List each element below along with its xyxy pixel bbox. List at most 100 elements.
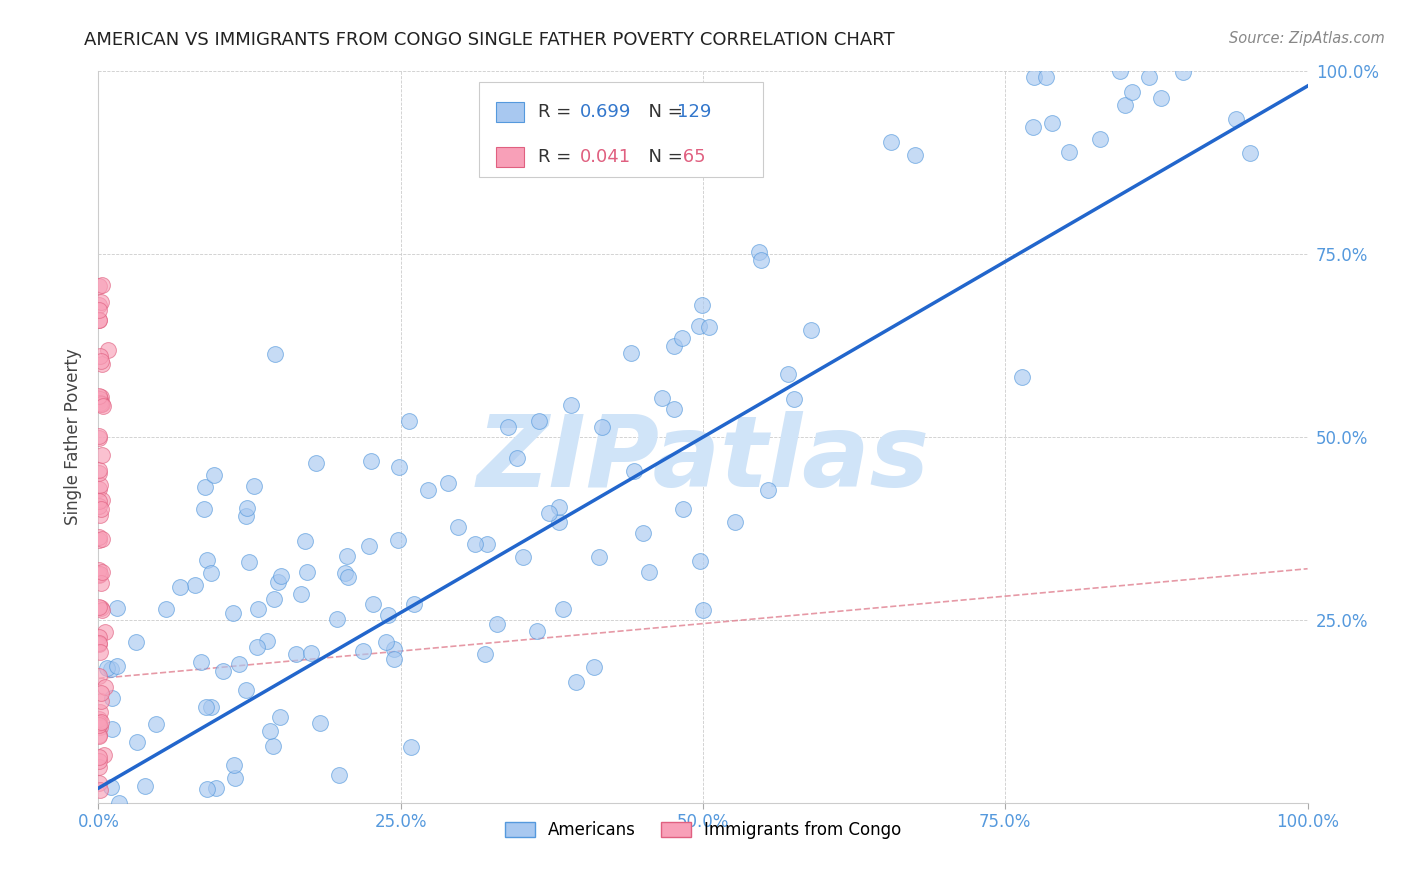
Point <box>333 566 356 580</box>
Point <box>89 478 111 492</box>
Y-axis label: Single Father Poverty: Single Father Poverty <box>65 349 83 525</box>
Point <box>89 500 111 514</box>
Point <box>89 783 111 797</box>
Point <box>269 710 291 724</box>
Point <box>89 636 111 650</box>
Point <box>87 429 110 443</box>
Point <box>89 645 111 659</box>
Point <box>87 712 110 726</box>
Point <box>243 479 266 493</box>
Point <box>1114 98 1136 112</box>
Point <box>87 393 110 408</box>
Point <box>235 508 257 523</box>
Point <box>87 431 110 445</box>
Point <box>416 483 439 498</box>
Point <box>87 563 110 577</box>
Point <box>382 651 405 665</box>
Point <box>560 398 582 412</box>
Point <box>688 318 710 333</box>
Point <box>672 501 695 516</box>
Point <box>336 549 359 563</box>
Point <box>87 729 110 743</box>
Point <box>97 343 120 357</box>
FancyBboxPatch shape <box>479 82 763 178</box>
Point <box>87 530 110 544</box>
Point <box>100 662 122 676</box>
Point <box>105 600 128 615</box>
FancyBboxPatch shape <box>496 102 524 122</box>
Point <box>200 566 222 580</box>
Point <box>90 397 112 411</box>
Point <box>91 493 114 508</box>
Point <box>294 534 316 549</box>
Point <box>87 313 110 327</box>
Point <box>100 722 122 736</box>
Point <box>90 694 112 708</box>
Point <box>880 135 903 149</box>
Point <box>474 647 496 661</box>
Point <box>582 659 605 673</box>
Point <box>537 506 560 520</box>
Point <box>1088 131 1111 145</box>
Text: ZIPatlas: ZIPatlas <box>477 410 929 508</box>
Point <box>256 634 278 648</box>
Point <box>87 630 110 644</box>
Point <box>96 661 118 675</box>
Point <box>266 574 288 589</box>
Point <box>1149 91 1171 105</box>
Point <box>90 295 112 310</box>
Point <box>100 691 122 706</box>
Point <box>90 576 112 591</box>
Point <box>91 448 114 462</box>
Point <box>204 781 226 796</box>
Point <box>87 728 110 742</box>
Point <box>87 776 110 790</box>
Point <box>89 396 111 410</box>
Point <box>285 648 308 662</box>
Point <box>90 603 112 617</box>
Point <box>290 587 312 601</box>
FancyBboxPatch shape <box>496 147 524 167</box>
Point <box>108 796 131 810</box>
Point <box>295 565 318 579</box>
Point <box>90 502 112 516</box>
Point <box>651 391 673 405</box>
Point <box>202 468 225 483</box>
Point <box>361 597 384 611</box>
Point <box>1011 370 1033 384</box>
Point <box>1040 116 1063 130</box>
Point <box>664 401 686 416</box>
Point <box>194 479 217 493</box>
Point <box>262 739 284 754</box>
Point <box>89 313 111 327</box>
Point <box>87 760 110 774</box>
Point <box>446 520 468 534</box>
Point <box>134 780 156 794</box>
Point <box>246 601 269 615</box>
Point <box>211 664 233 678</box>
Point <box>184 578 207 592</box>
Point <box>399 740 422 755</box>
Point <box>387 533 409 547</box>
Point <box>477 537 499 551</box>
Point <box>100 780 122 794</box>
Point <box>496 420 519 434</box>
Point <box>638 565 661 579</box>
Point <box>1059 145 1081 159</box>
Point <box>93 624 115 639</box>
Point <box>263 591 285 606</box>
Point <box>623 464 645 478</box>
Text: Source: ZipAtlas.com: Source: ZipAtlas.com <box>1229 31 1385 46</box>
Point <box>464 537 486 551</box>
Point <box>662 339 685 353</box>
Text: R =: R = <box>537 148 576 166</box>
Point <box>360 454 382 468</box>
Point <box>87 533 110 547</box>
Point <box>90 353 112 368</box>
Point <box>89 494 111 508</box>
Point <box>235 501 257 516</box>
Point <box>328 768 350 782</box>
Point <box>87 278 110 293</box>
Point <box>200 700 222 714</box>
Text: 65: 65 <box>676 148 706 166</box>
